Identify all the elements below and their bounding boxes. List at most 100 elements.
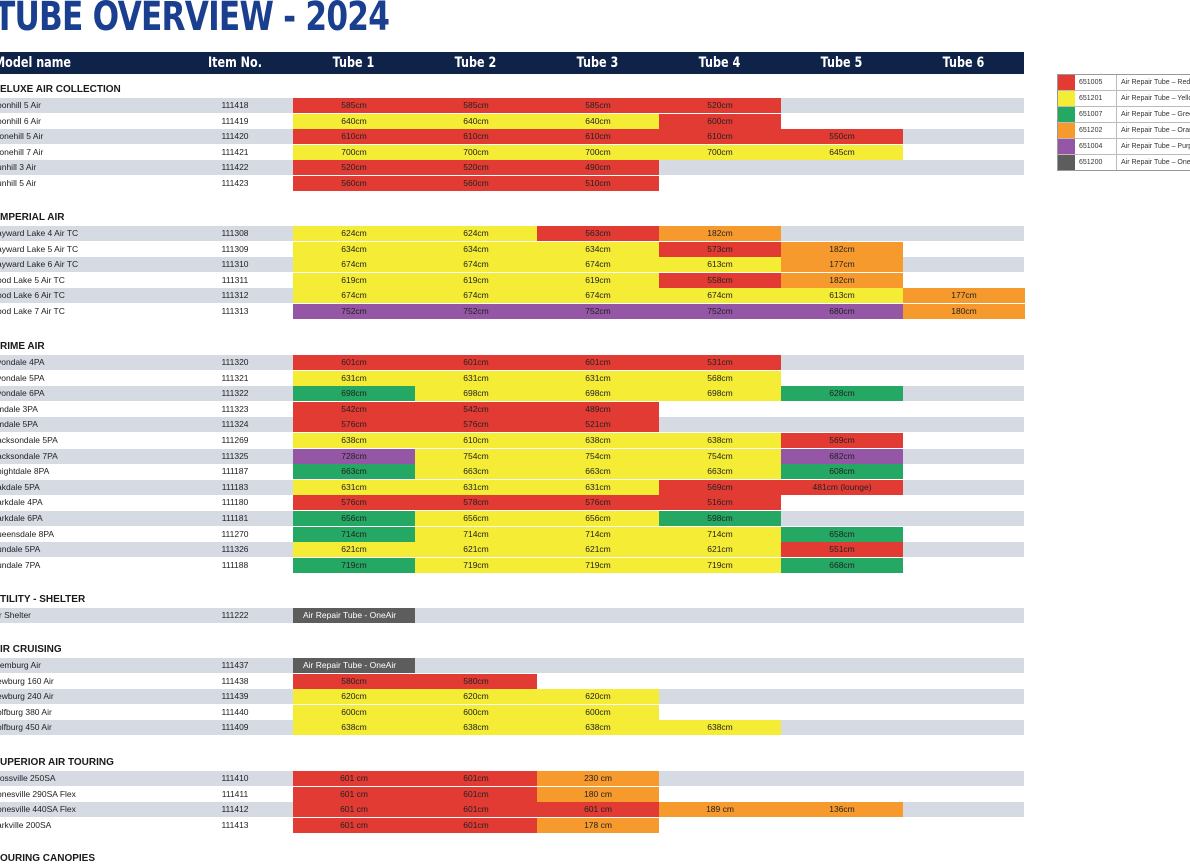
tube-cell: 531cm bbox=[659, 355, 781, 370]
tube-cell: 585cm bbox=[415, 98, 537, 113]
tube-cell: 521cm bbox=[537, 417, 659, 432]
item-number: 111409 bbox=[221, 722, 249, 732]
table-row: ood Lake 6 Air TC 111312 674cm 674cm 674cm 67… bbox=[0, 288, 1025, 303]
tube-cell: 620cm bbox=[415, 689, 537, 704]
table-row: acksondale 5PA 111269 638cm 610cm 638cm 638cm… bbox=[0, 433, 1024, 448]
model-name: remburg Air bbox=[0, 660, 41, 670]
tube-cell: 638cm bbox=[415, 720, 537, 735]
table-row: onesville 440SA Flex 111412 601 cm 601cm 601… bbox=[0, 802, 1024, 817]
legend-item: 651005 Air Repair Tube – Red bbox=[1058, 75, 1190, 91]
table-row: ayward Lake 6 Air TC 111310 674cm 674cm 674c… bbox=[0, 257, 1024, 272]
legend-code: 651200 bbox=[1079, 159, 1103, 166]
tube-cell: 180 cm bbox=[537, 787, 659, 802]
model-name: mdale 3PA bbox=[0, 404, 38, 414]
item-number: 111310 bbox=[221, 259, 249, 269]
item-number: 111309 bbox=[221, 244, 249, 254]
item-number: 111422 bbox=[221, 162, 249, 172]
model-name: ewburg 160 Air bbox=[0, 676, 54, 686]
tube-cell: 638cm bbox=[293, 433, 415, 448]
tube-cell: 638cm bbox=[537, 720, 659, 735]
tube-cell: 598cm bbox=[659, 511, 781, 526]
tube-cell: 631cm bbox=[415, 480, 537, 495]
tube-cell: 189 cm bbox=[659, 802, 781, 817]
tube-cell: 601cm bbox=[293, 355, 415, 370]
model-name: mdale 5PA bbox=[0, 419, 38, 429]
model-name: ayward Lake 6 Air TC bbox=[0, 259, 79, 269]
tube-cell: 674cm bbox=[415, 257, 537, 272]
tube-cell: 634cm bbox=[293, 242, 415, 257]
tube-cell: 576cm bbox=[293, 495, 415, 510]
item-number: 111311 bbox=[221, 275, 249, 285]
model-name: ueensdale 8PA bbox=[0, 529, 55, 539]
model-name: ood Lake 6 Air TC bbox=[0, 290, 65, 300]
color-legend: 651005 Air Repair Tube – Red 651201 Air Rep… bbox=[1057, 74, 1190, 171]
tube-cell: 628cm bbox=[781, 386, 903, 401]
table-row: olfburg 450 Air 111409 638cm 638cm 638cm 638c… bbox=[0, 720, 1024, 735]
header-tube-3: Tube 3 bbox=[576, 55, 619, 71]
legend-description: Air Repair Tube – Yello bbox=[1116, 91, 1190, 106]
section-heading: OURING CANOPIES bbox=[0, 853, 96, 864]
item-number: 111420 bbox=[221, 131, 249, 141]
tube-cell: 714cm bbox=[293, 527, 415, 542]
legend-swatch bbox=[1058, 75, 1075, 90]
tube-cell: 619cm bbox=[293, 273, 415, 288]
tube-cell: 180cm bbox=[903, 304, 1025, 319]
model-name: nightdale 8PA bbox=[0, 466, 50, 476]
tube-cell: 610cm bbox=[659, 129, 781, 144]
tube-cell: 752cm bbox=[659, 304, 781, 319]
section-heading: RIME AIR bbox=[0, 341, 45, 352]
item-number: 111321 bbox=[221, 373, 249, 383]
table-row: unhill 3 Air 111422 520cm 520cm 490cm bbox=[0, 160, 1024, 175]
section-heading: ELUXE AIR COLLECTION bbox=[0, 84, 121, 95]
tube-cell: 600cm bbox=[537, 705, 659, 720]
item-number: 111222 bbox=[221, 610, 249, 620]
header-tube-5: Tube 5 bbox=[820, 55, 863, 71]
tube-cell: 177cm bbox=[903, 288, 1025, 303]
table-row: tonehill 5 Air 111420 610cm 610cm 610cm 610cm… bbox=[0, 129, 1024, 144]
section-heading: UPERIOR AIR TOURING bbox=[0, 757, 114, 768]
tube-cell: 631cm bbox=[293, 480, 415, 495]
section-heading: MPERIAL AIR bbox=[0, 212, 65, 223]
tube-cell: 182cm bbox=[659, 226, 781, 241]
tube-cell: 631cm bbox=[293, 371, 415, 386]
tube-cell: 656cm bbox=[293, 511, 415, 526]
tube-cell: 621cm bbox=[659, 542, 781, 557]
item-number: 111423 bbox=[221, 178, 249, 188]
tube-cell: Air Repair Tube - OneAir bbox=[293, 658, 415, 673]
legend-item: 651202 Air Repair Tube – Oran bbox=[1058, 123, 1190, 139]
tube-cell: 563cm bbox=[537, 226, 659, 241]
legend-description: Air Repair Tube – One bbox=[1116, 155, 1190, 170]
tube-cell: 576cm bbox=[537, 495, 659, 510]
table-row: unhill 5 Air 111423 560cm 560cm 510cm bbox=[0, 176, 1024, 191]
legend-swatch bbox=[1058, 107, 1075, 122]
tube-cell: 601 cm bbox=[537, 802, 659, 817]
tube-cell: 573cm bbox=[659, 242, 781, 257]
tube-cell: 613cm bbox=[659, 257, 781, 272]
table-row: akdale 5PA 111183 631cm 631cm 631cm 569cm 481c… bbox=[0, 480, 1024, 495]
item-number: 111419 bbox=[221, 116, 249, 126]
tube-cell: 698cm bbox=[537, 386, 659, 401]
model-name: ood Lake 7 Air TC bbox=[0, 306, 65, 316]
tube-cell: 674cm bbox=[537, 257, 659, 272]
item-number: 111421 bbox=[221, 147, 249, 157]
table-row: mdale 3PA 111323 542cm 542cm 489cm bbox=[0, 402, 1024, 417]
tube-cell: 674cm bbox=[293, 288, 415, 303]
header-tube-4: Tube 4 bbox=[698, 55, 741, 71]
model-name: rossville 250SA bbox=[0, 773, 56, 783]
legend-code: 651007 bbox=[1079, 111, 1103, 118]
tube-cell: 700cm bbox=[415, 145, 537, 160]
tube-cell: 542cm bbox=[293, 402, 415, 417]
header-tube-2: Tube 2 bbox=[454, 55, 497, 71]
tube-cell: 719cm bbox=[659, 558, 781, 573]
tube-cell: 601cm bbox=[415, 802, 537, 817]
tube-cell: 569cm bbox=[781, 433, 903, 448]
tube-cell: 700cm bbox=[659, 145, 781, 160]
page-title: TUBE OVERVIEW - 2024 bbox=[0, 0, 390, 40]
tube-cell: 656cm bbox=[415, 511, 537, 526]
tube-cell: 520cm bbox=[415, 160, 537, 175]
tube-cell: 550cm bbox=[781, 129, 903, 144]
tube-cell: 698cm bbox=[293, 386, 415, 401]
tube-cell: 640cm bbox=[293, 114, 415, 129]
section-heading: TILITY - SHELTER bbox=[0, 594, 86, 605]
tube-cell: 510cm bbox=[537, 176, 659, 191]
